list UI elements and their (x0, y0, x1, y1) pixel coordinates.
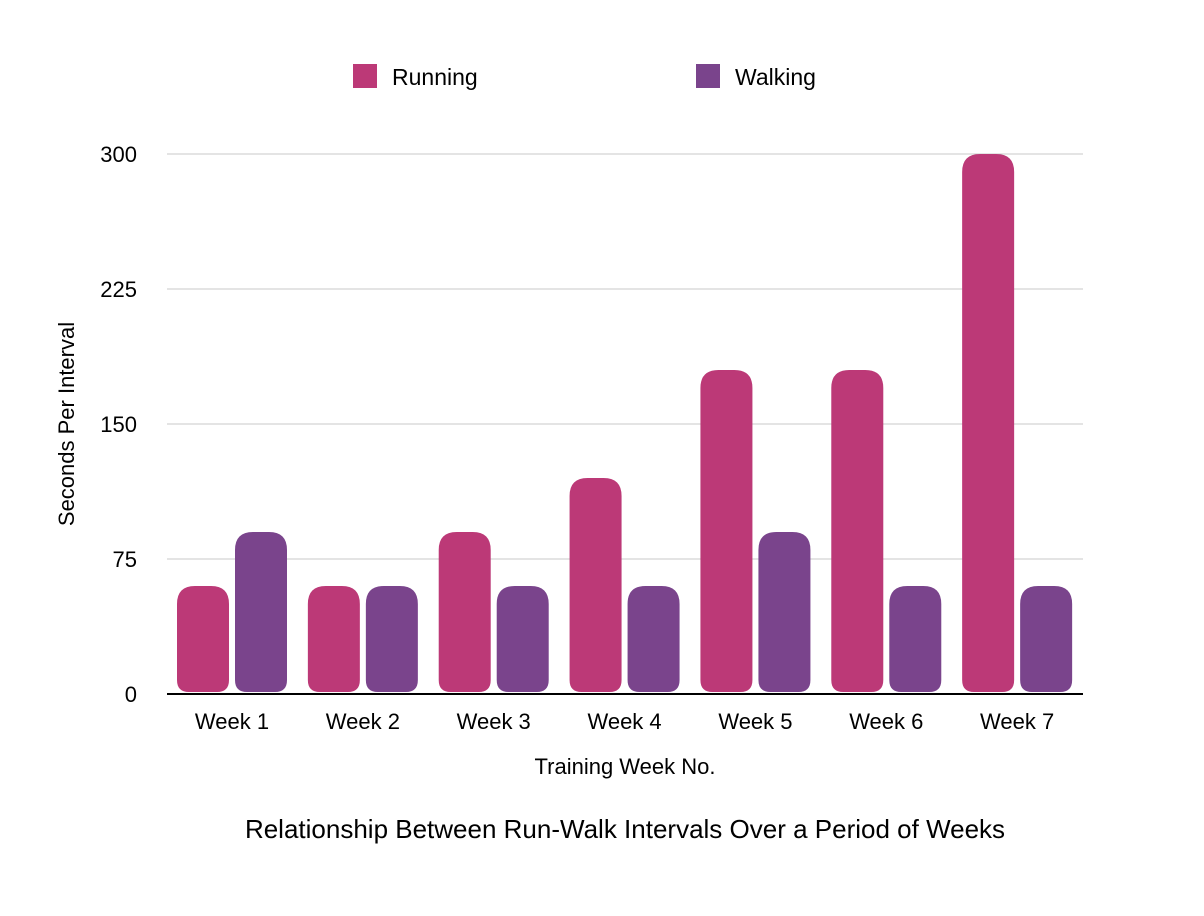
legend-label-running: Running (392, 64, 478, 90)
y-tick-labels: 0 75 150 225 300 (100, 142, 137, 707)
legend-swatch-walking (696, 64, 720, 88)
legend-swatch-running (353, 64, 377, 88)
bar-running-4 (569, 478, 622, 692)
bar-running-5 (700, 370, 753, 692)
bar-walking-3 (496, 586, 549, 692)
y-tick-label: 225 (100, 277, 137, 302)
bar-running-7 (962, 154, 1015, 692)
x-tick-label: Week 4 (587, 709, 661, 734)
bar-walking-2 (365, 586, 418, 692)
bar-walking-5 (758, 532, 811, 692)
y-axis-title: Seconds Per Interval (54, 322, 79, 526)
y-tick-label: 0 (125, 682, 137, 707)
x-tick-labels: Week 1 Week 2 Week 3 Week 4 Week 5 Week 6 Week… (195, 709, 1054, 734)
y-tick-label: 75 (113, 547, 137, 572)
y-tick-label: 300 (100, 142, 137, 167)
bar-running-1 (177, 586, 229, 692)
x-tick-label: Week 5 (718, 709, 792, 734)
bar-walking-1 (235, 532, 287, 692)
legend: Running Walking (353, 64, 816, 90)
x-tick-label: Week 2 (326, 709, 400, 734)
x-tick-label: Week 6 (849, 709, 923, 734)
bar-walking-6 (889, 586, 942, 692)
x-tick-label: Week 7 (980, 709, 1054, 734)
bars (177, 154, 1073, 692)
x-tick-label: Week 1 (195, 709, 269, 734)
x-tick-label: Week 3 (457, 709, 531, 734)
bar-walking-4 (627, 586, 680, 692)
chart-caption: Relationship Between Run-Walk Intervals … (245, 814, 1005, 844)
gridlines (167, 153, 1083, 560)
bar-running-6 (831, 370, 884, 692)
legend-label-walking: Walking (735, 64, 816, 90)
y-tick-label: 150 (100, 412, 137, 437)
bar-running-2 (307, 586, 360, 692)
x-axis-title: Training Week No. (535, 754, 716, 779)
bar-walking-7 (1020, 586, 1073, 692)
bar-running-3 (438, 532, 491, 692)
